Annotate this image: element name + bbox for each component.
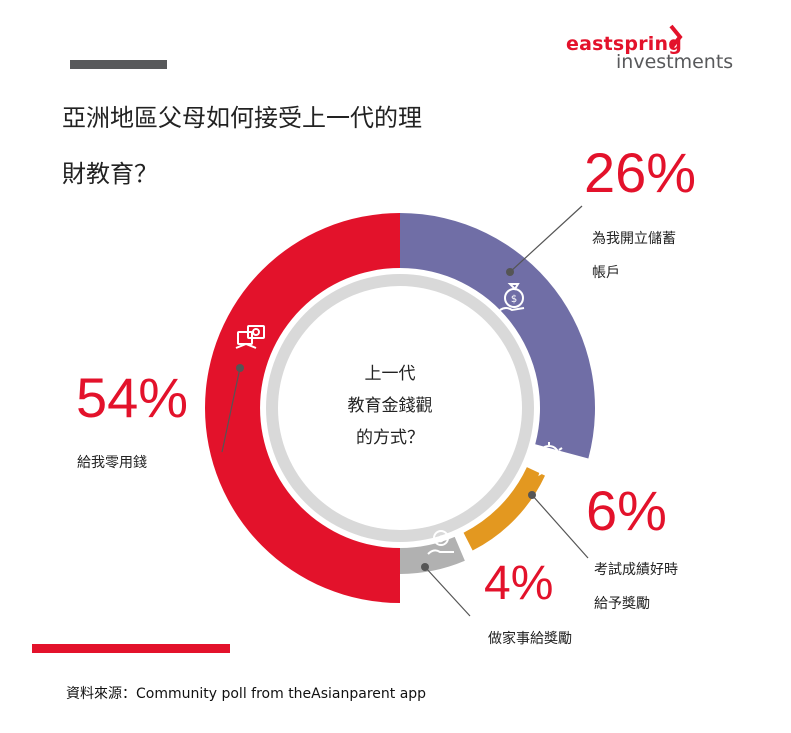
leader-dot-26 (506, 268, 514, 276)
award-medal-icon (535, 442, 563, 477)
logo-chevron-icon (669, 24, 683, 50)
source-note: 資料來源：Community poll from theAsianparent … (66, 686, 427, 702)
leader-line-6 (531, 494, 589, 559)
svg-text:$: $ (438, 535, 444, 545)
slice-label-savings-account: 為我開立儲蓄 帳戶 (592, 231, 676, 281)
logo-eastspring: eastspring (566, 33, 683, 55)
leader-dot-54 (236, 364, 244, 372)
logo-investments: investments (616, 51, 734, 73)
top-accent-bar (70, 60, 167, 69)
slice-label-pocket-money: 給我零用錢 (77, 455, 147, 471)
money-hand-icon (235, 325, 265, 349)
money-bag-hand-icon: $ (499, 283, 525, 312)
pct-label-54: 54% (76, 366, 189, 429)
slice-pocket-money (205, 213, 400, 603)
svg-text:$: $ (511, 294, 517, 305)
slice-savings-account (400, 213, 595, 459)
leader-dot-6 (528, 491, 536, 499)
pct-label-6: 6% (586, 479, 667, 542)
leader-dot-4 (421, 563, 429, 571)
pct-label-26: 26% (584, 141, 697, 204)
slice-label-exam-reward: 考試成績好時 給予獎勵 (594, 562, 678, 612)
leader-line-54 (221, 367, 241, 453)
coin-hand-icon: $ (427, 530, 454, 555)
leader-line-4 (424, 566, 471, 617)
pct-label-4: 4% (484, 557, 554, 610)
leader-line-26 (509, 205, 583, 273)
center-disc (278, 286, 522, 530)
center-question: 上一代 教育金錢觀 的方式？ (347, 364, 433, 448)
slice-chores-reward (400, 536, 465, 574)
slice-exam-reward (463, 467, 546, 551)
bottom-accent-bar (32, 644, 230, 653)
slice-label-chores-reward: 做家事給獎勵 (488, 631, 572, 647)
page-title: 亞洲地區父母如何接受上一代的理 財教育？ (62, 104, 422, 188)
